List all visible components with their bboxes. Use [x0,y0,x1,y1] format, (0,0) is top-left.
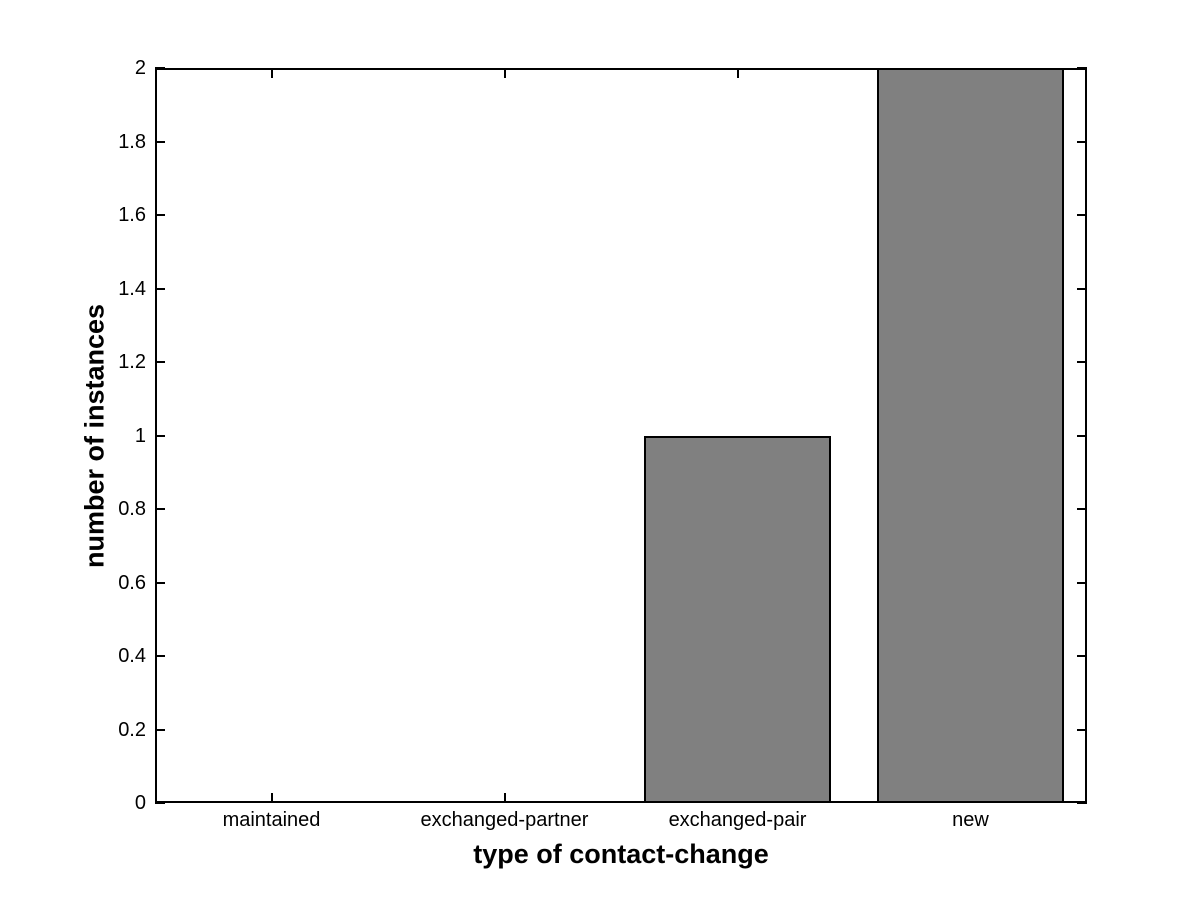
x-tick-label: exchanged-partner [420,809,589,831]
y-tick-label: 0.8 [118,498,146,520]
y-tick-label: 0.6 [118,571,146,594]
y-tick-mark-left [155,728,165,731]
y-tick-mark-left [155,655,165,657]
y-tick-label: 0.4 [118,645,146,667]
y-tick-mark-right [1077,214,1087,216]
x-tick-label: maintained [222,809,321,831]
y-tick-mark-right [1077,67,1087,69]
y-tick-mark-right [1077,508,1087,510]
y-tick-mark-right [1077,361,1087,363]
y-tick-mark-right [1077,581,1087,584]
x-tick-label: exchanged-pair [668,809,807,831]
x-tick-label: new [952,809,989,831]
y-tick-label: 1.6 [118,204,146,226]
y-tick-label: 1.8 [118,130,146,153]
y-tick-label: 1 [134,424,146,447]
y-tick-mark-left [155,214,165,216]
y-tick-mark-right [1077,434,1087,437]
x-tick-mark-top [270,68,273,78]
y-tick-mark-left [155,581,165,584]
y-tick-mark-right [1077,655,1087,657]
bar-new [877,68,1064,803]
y-tick-mark-right [1077,140,1087,143]
x-tick-mark-bottom [503,793,506,803]
y-tick-mark-right [1077,802,1087,804]
y-tick-mark-left [155,287,165,290]
y-tick-label: 1.2 [118,351,146,373]
y-tick-mark-left [155,140,165,143]
y-tick-mark-left [155,434,165,437]
x-tick-mark-top [736,68,739,78]
y-tick-label: 1.4 [118,277,146,300]
y-tick-mark-left [155,802,165,804]
y-tick-mark-left [155,361,165,363]
y-tick-mark-right [1077,287,1087,290]
x-tick-mark-top [503,68,506,78]
y-tick-mark-right [1077,728,1087,731]
x-axis-label: type of contact-change [473,839,769,869]
y-tick-label: 0 [134,792,146,814]
y-tick-label: 2 [134,57,146,79]
bar-exchanged-pair [644,435,831,803]
x-tick-mark-bottom [270,793,273,803]
y-tick-mark-left [155,508,165,510]
y-tick-mark-left [155,67,165,69]
y-tick-label: 0.2 [118,718,146,741]
